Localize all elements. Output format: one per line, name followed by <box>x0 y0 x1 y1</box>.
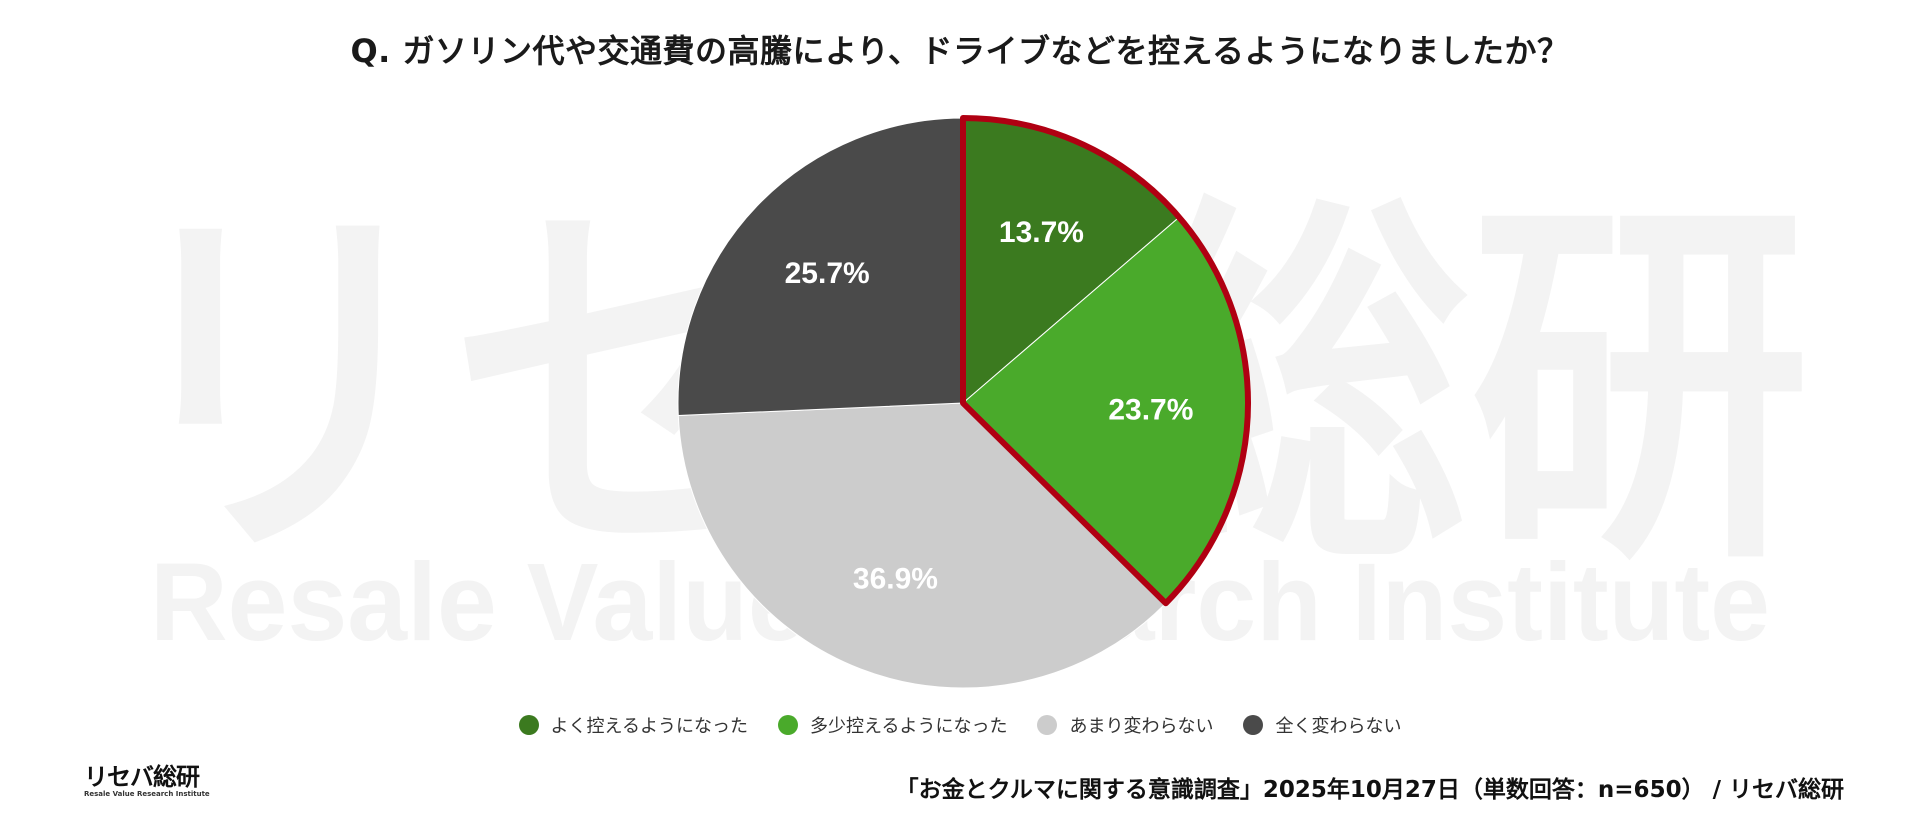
legend-item-4: 全く変わらない <box>1243 712 1401 738</box>
legend-swatch-3 <box>1037 715 1058 735</box>
slice-labels: 13.7% 23.7% 36.9% 25.7% <box>785 216 1194 595</box>
legend-item-3: あまり変わらない <box>1037 712 1213 738</box>
legend-label-3: あまり変わらない <box>1069 716 1214 737</box>
slice-label-3: 36.9% <box>853 562 938 595</box>
legend-swatch-1 <box>518 715 539 735</box>
legend-swatch-2 <box>778 715 798 735</box>
legend-label-4: 全く変わらない <box>1275 716 1402 737</box>
legend-item-1: よく控えるようになった <box>518 712 748 738</box>
logo-sub: Resale Value Research Institute <box>84 790 210 798</box>
pie-slice-4 <box>677 117 964 417</box>
highlight-outline-path <box>960 115 1251 607</box>
slice-label-4: 25.7% <box>785 257 870 290</box>
slice-label-2: 23.7% <box>1108 393 1193 426</box>
slice-label-1: 13.7% <box>999 216 1084 249</box>
chart-title: Q. ガソリン代や交通費の高騰により、ドライブなどを控えるようになりましたか？ <box>350 32 1570 70</box>
legend-label-2: 多少控えるようになった <box>810 716 1008 737</box>
legend: よく控えるようになった 多少控えるようになった あまり変わらない 全く変わらない <box>0 712 1920 738</box>
source-note: 「お金とクルマに関する意識調査」2025年10月27日（単数回答：n=650） … <box>895 777 1844 803</box>
legend-item-2: 多少控えるようになった <box>778 712 1007 738</box>
pie-slice-3 <box>677 402 1167 689</box>
legend-label-1: よく控えるようになった <box>550 716 748 737</box>
logo: リセバ総研 Resale Value Research Institute <box>84 764 224 799</box>
legend-swatch-4 <box>1243 715 1264 735</box>
highlight-outline <box>960 115 1251 607</box>
logo-main: リセバ総研 <box>84 763 200 791</box>
